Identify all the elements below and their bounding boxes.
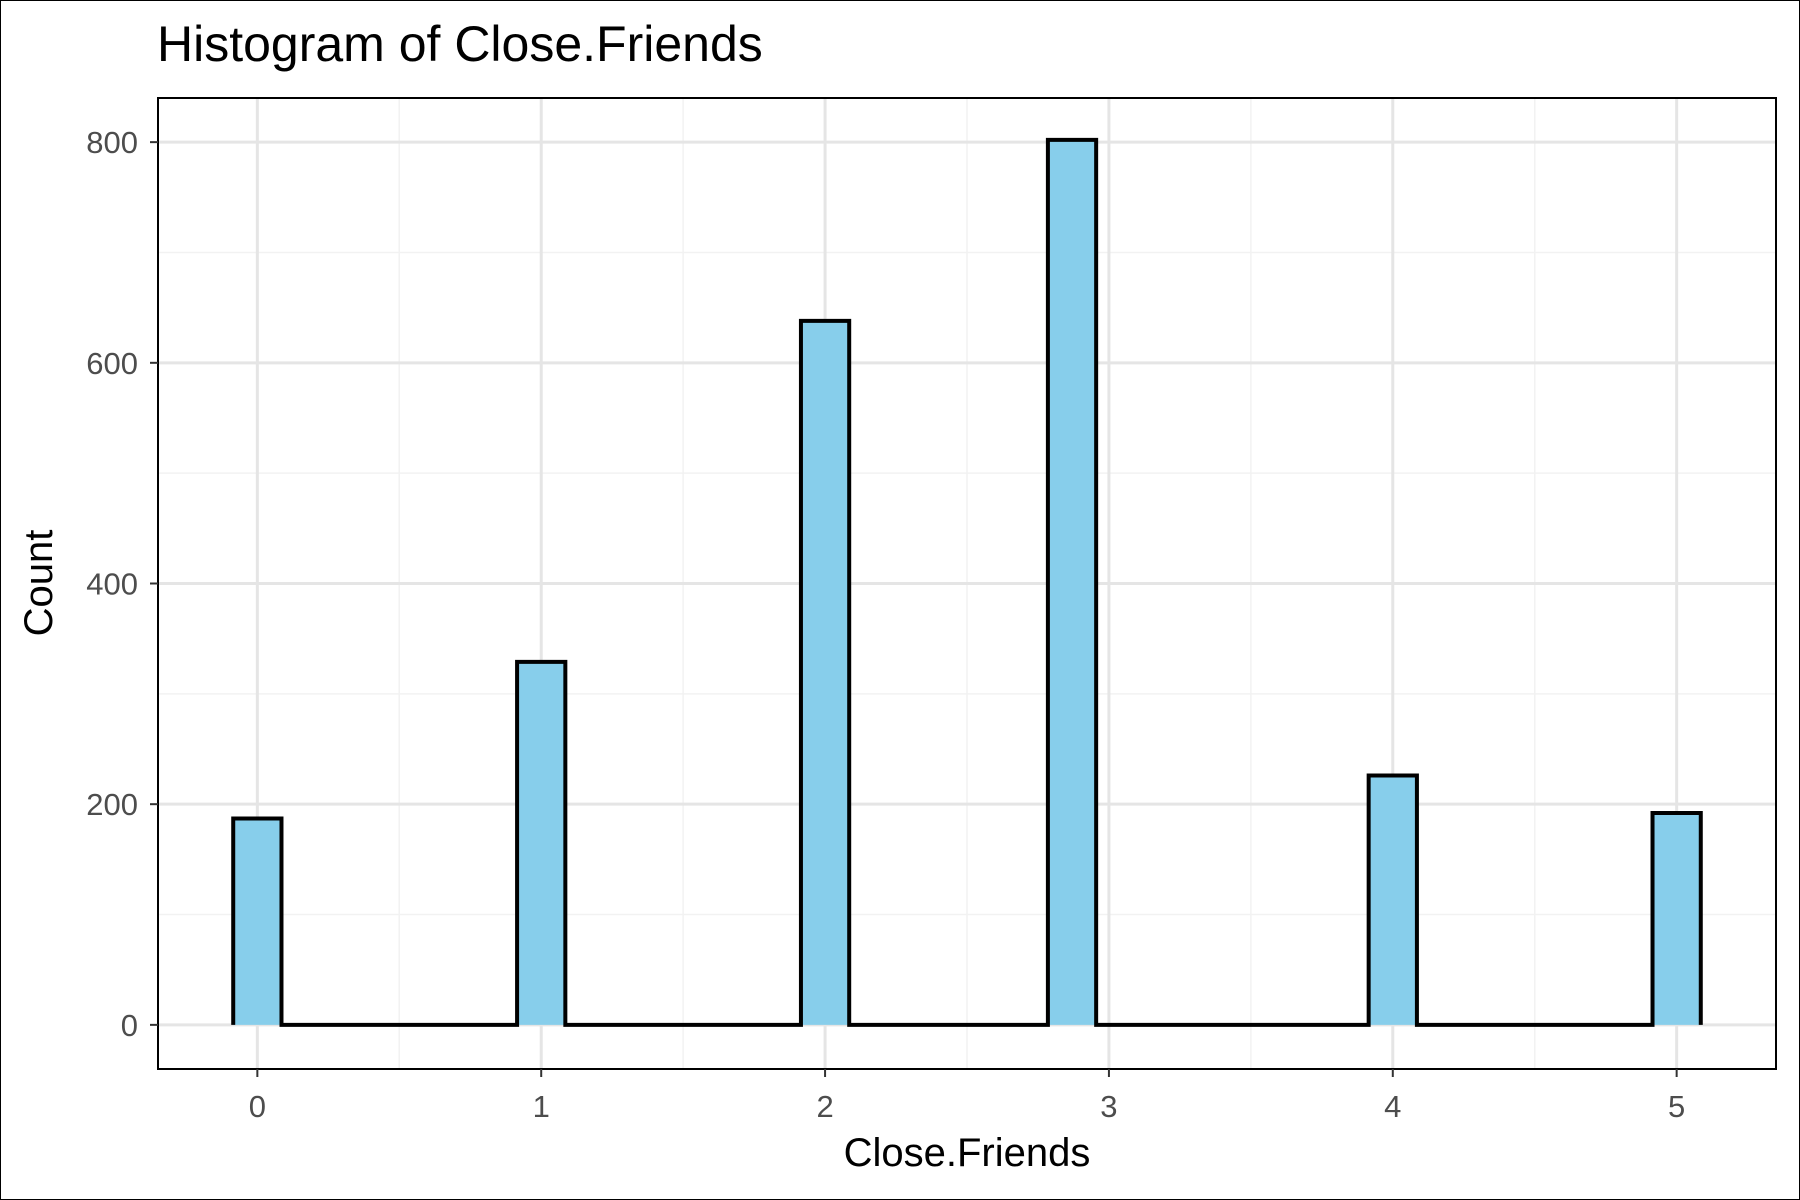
histogram-bars: [231, 137, 1703, 1027]
y-tick-label: 400: [86, 567, 138, 602]
x-tick-label: 1: [533, 1089, 550, 1124]
y-axis-ticks: 0 200 400 600 800: [86, 125, 158, 1043]
x-tick-label: 4: [1384, 1089, 1401, 1124]
minor-gridlines: [158, 98, 1776, 1069]
x-tick-label: 0: [249, 1089, 266, 1124]
histogram-bar: [517, 661, 566, 1025]
histogram-bar: [233, 818, 282, 1025]
x-tick-label: 2: [816, 1089, 833, 1124]
x-axis-ticks: 0 1 2 3 4 5: [249, 1069, 1685, 1124]
y-tick-label: 200: [86, 787, 138, 822]
y-tick-label: 600: [86, 346, 138, 381]
y-tick-label: 800: [86, 125, 138, 160]
x-axis-title: Close.Friends: [844, 1131, 1091, 1175]
histogram-bar: [800, 320, 850, 1025]
y-axis-title: Count: [17, 530, 61, 637]
histogram-bar: [1652, 813, 1701, 1025]
y-tick-label: 0: [121, 1008, 138, 1043]
chart-title: Histogram of Close.Friends: [157, 16, 763, 72]
histogram-bar: [1368, 775, 1417, 1025]
x-tick-label: 3: [1100, 1089, 1117, 1124]
x-tick-label: 5: [1668, 1089, 1685, 1124]
histogram-outline: [231, 137, 1703, 1027]
histogram-bar: [1047, 139, 1097, 1025]
